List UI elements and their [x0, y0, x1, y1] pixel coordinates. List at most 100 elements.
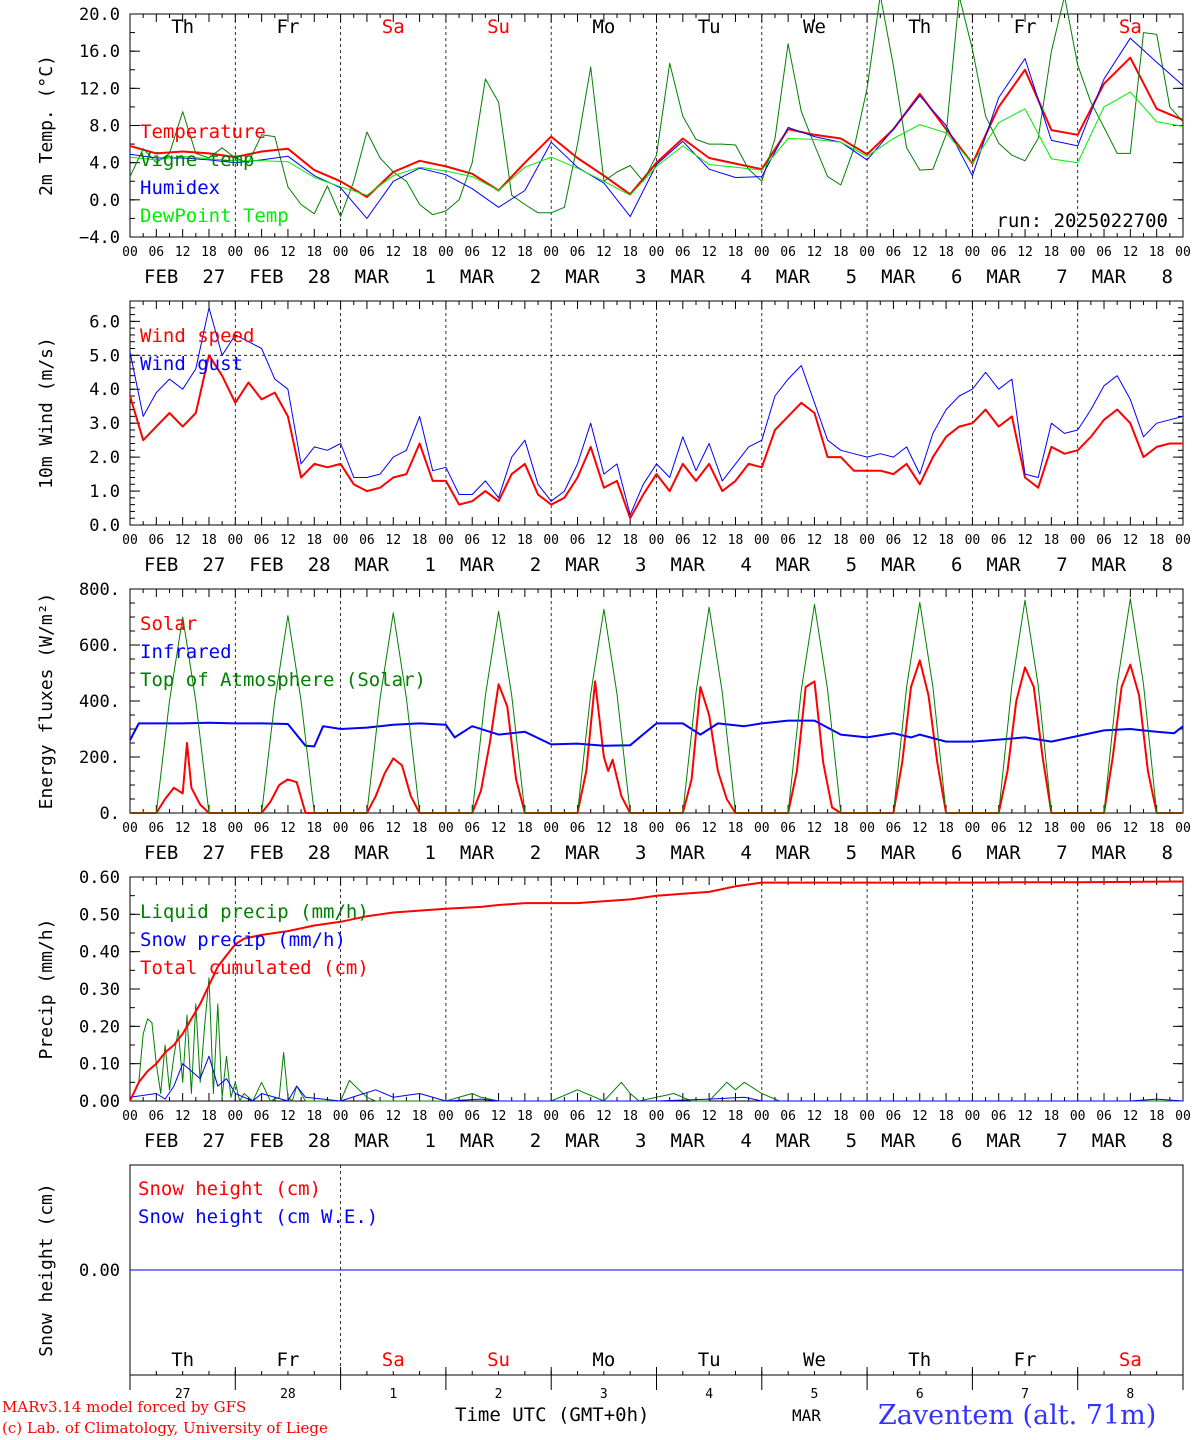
legend-entry: Solar [140, 613, 197, 635]
hour-tick-label: 06 [570, 533, 586, 548]
bottom-day-number: 1 [389, 1387, 397, 1402]
hour-tick-label: 00 [965, 533, 981, 548]
date-day-label: 4 [740, 1130, 751, 1152]
hour-tick-label: 06 [359, 533, 375, 548]
day-name-bottom: We [803, 1349, 826, 1371]
day-name-top: Tu [698, 16, 721, 38]
hour-tick-label: 06 [464, 821, 480, 836]
hour-tick-label: 00 [543, 821, 559, 836]
day-name-top: Su [487, 16, 510, 38]
date-day-label: 7 [1056, 842, 1067, 864]
hour-tick-label: 00 [1175, 245, 1191, 260]
bottom-day-number: 4 [705, 1387, 713, 1402]
date-day-label: 27 [202, 842, 225, 864]
hour-tick-label: 18 [412, 1109, 428, 1124]
date-day-label: 2 [530, 1130, 541, 1152]
date-month-label: MAR [986, 842, 1021, 864]
hour-tick-label: 00 [965, 821, 981, 836]
hour-tick-label: 18 [306, 245, 322, 260]
date-day-label: 2 [530, 266, 541, 288]
hour-tick-label: 12 [385, 533, 401, 548]
date-month-label: FEB [249, 842, 283, 864]
hour-tick-label: 12 [175, 245, 191, 260]
day-name-bottom: Sa [382, 1349, 405, 1371]
y-tick-label: 0.10 [79, 1055, 120, 1075]
y-tick-label: 20.0 [79, 5, 120, 25]
hour-tick-label: 12 [1017, 821, 1033, 836]
y-tick-label: 6.0 [89, 312, 120, 332]
hour-tick-label: 18 [412, 245, 428, 260]
date-month-label: MAR [881, 842, 916, 864]
hour-tick-label: 18 [622, 821, 638, 836]
hour-tick-label: 12 [807, 245, 823, 260]
day-name-bottom: Tu [698, 1349, 721, 1371]
hour-tick-label: 00 [122, 821, 138, 836]
date-month-label: FEB [144, 842, 178, 864]
date-day-label: 7 [1056, 266, 1067, 288]
hour-tick-label: 12 [175, 1109, 191, 1124]
y-tick-label: 4.0 [89, 380, 120, 400]
date-month-label: MAR [355, 266, 390, 288]
hour-tick-label: 00 [1175, 533, 1191, 548]
date-day-label: 3 [635, 554, 646, 576]
date-month-label: MAR [1092, 1130, 1127, 1152]
series-line-wind-speed [129, 354, 1183, 520]
series-line-total-cumulated-cm- [129, 880, 1184, 1102]
series-line-humidex [129, 37, 1184, 219]
hour-tick-label: 12 [1123, 821, 1139, 836]
hour-tick-label: 00 [965, 245, 981, 260]
hour-tick-label: 06 [675, 533, 691, 548]
date-day-label: 27 [202, 554, 225, 576]
bottom-day-number: 3 [600, 1387, 608, 1402]
hour-tick-label: 18 [833, 821, 849, 836]
hour-tick-label: 12 [1123, 533, 1139, 548]
date-day-label: 8 [1162, 1130, 1173, 1152]
hour-tick-label: 18 [1149, 245, 1165, 260]
hour-tick-label: 12 [491, 533, 507, 548]
series-line-vigne-temp [129, 0, 1184, 218]
hour-tick-label: 12 [280, 1109, 296, 1124]
date-day-label: 6 [951, 554, 962, 576]
hour-tick-label: 00 [438, 533, 454, 548]
date-month-label: FEB [249, 1130, 283, 1152]
hour-tick-label: 00 [333, 821, 349, 836]
run-label: run: 2025022700 [996, 210, 1168, 232]
date-month-label: MAR [881, 1130, 916, 1152]
hour-tick-label: 18 [412, 821, 428, 836]
hour-tick-label: 06 [464, 245, 480, 260]
hour-tick-label: 12 [280, 533, 296, 548]
hour-tick-label: 12 [491, 1109, 507, 1124]
hour-tick-label: 18 [728, 821, 744, 836]
date-day-label: 7 [1056, 554, 1067, 576]
legend-entry: Total cumulated (cm) [140, 957, 369, 979]
hour-tick-label: 00 [122, 533, 138, 548]
bottom-day-number: 8 [1126, 1387, 1134, 1402]
date-month-label: MAR [986, 266, 1021, 288]
hour-tick-label: 12 [912, 1109, 928, 1124]
y-axis-title: Snow height (cm) [36, 1183, 57, 1356]
hour-tick-label: 00 [1175, 1109, 1191, 1124]
hour-tick-label: 12 [280, 245, 296, 260]
date-day-label: 5 [846, 554, 857, 576]
hour-tick-label: 00 [859, 533, 875, 548]
y-tick-label: 0. [100, 804, 120, 824]
series-line-dewpoint-temp [129, 91, 1184, 196]
hour-tick-label: 18 [1044, 821, 1060, 836]
hour-tick-label: 00 [438, 821, 454, 836]
station-name: Zaventem (alt. 71m) [878, 1400, 1157, 1431]
date-month-label: MAR [460, 1130, 495, 1152]
hour-tick-label: 00 [754, 245, 770, 260]
bottom-day-number: 27 [175, 1387, 191, 1402]
hour-tick-label: 00 [754, 821, 770, 836]
day-name-top: Th [908, 16, 931, 38]
date-month-label: MAR [776, 266, 811, 288]
date-day-label: 28 [308, 266, 331, 288]
date-day-label: 2 [530, 554, 541, 576]
hour-tick-label: 06 [886, 533, 902, 548]
hour-tick-label: 18 [833, 1109, 849, 1124]
hour-tick-label: 00 [543, 533, 559, 548]
y-tick-label: 0.0 [89, 191, 120, 211]
bottom-day-number: 5 [811, 1387, 819, 1402]
hour-tick-label: 00 [1070, 533, 1086, 548]
hour-tick-label: 06 [570, 1109, 586, 1124]
